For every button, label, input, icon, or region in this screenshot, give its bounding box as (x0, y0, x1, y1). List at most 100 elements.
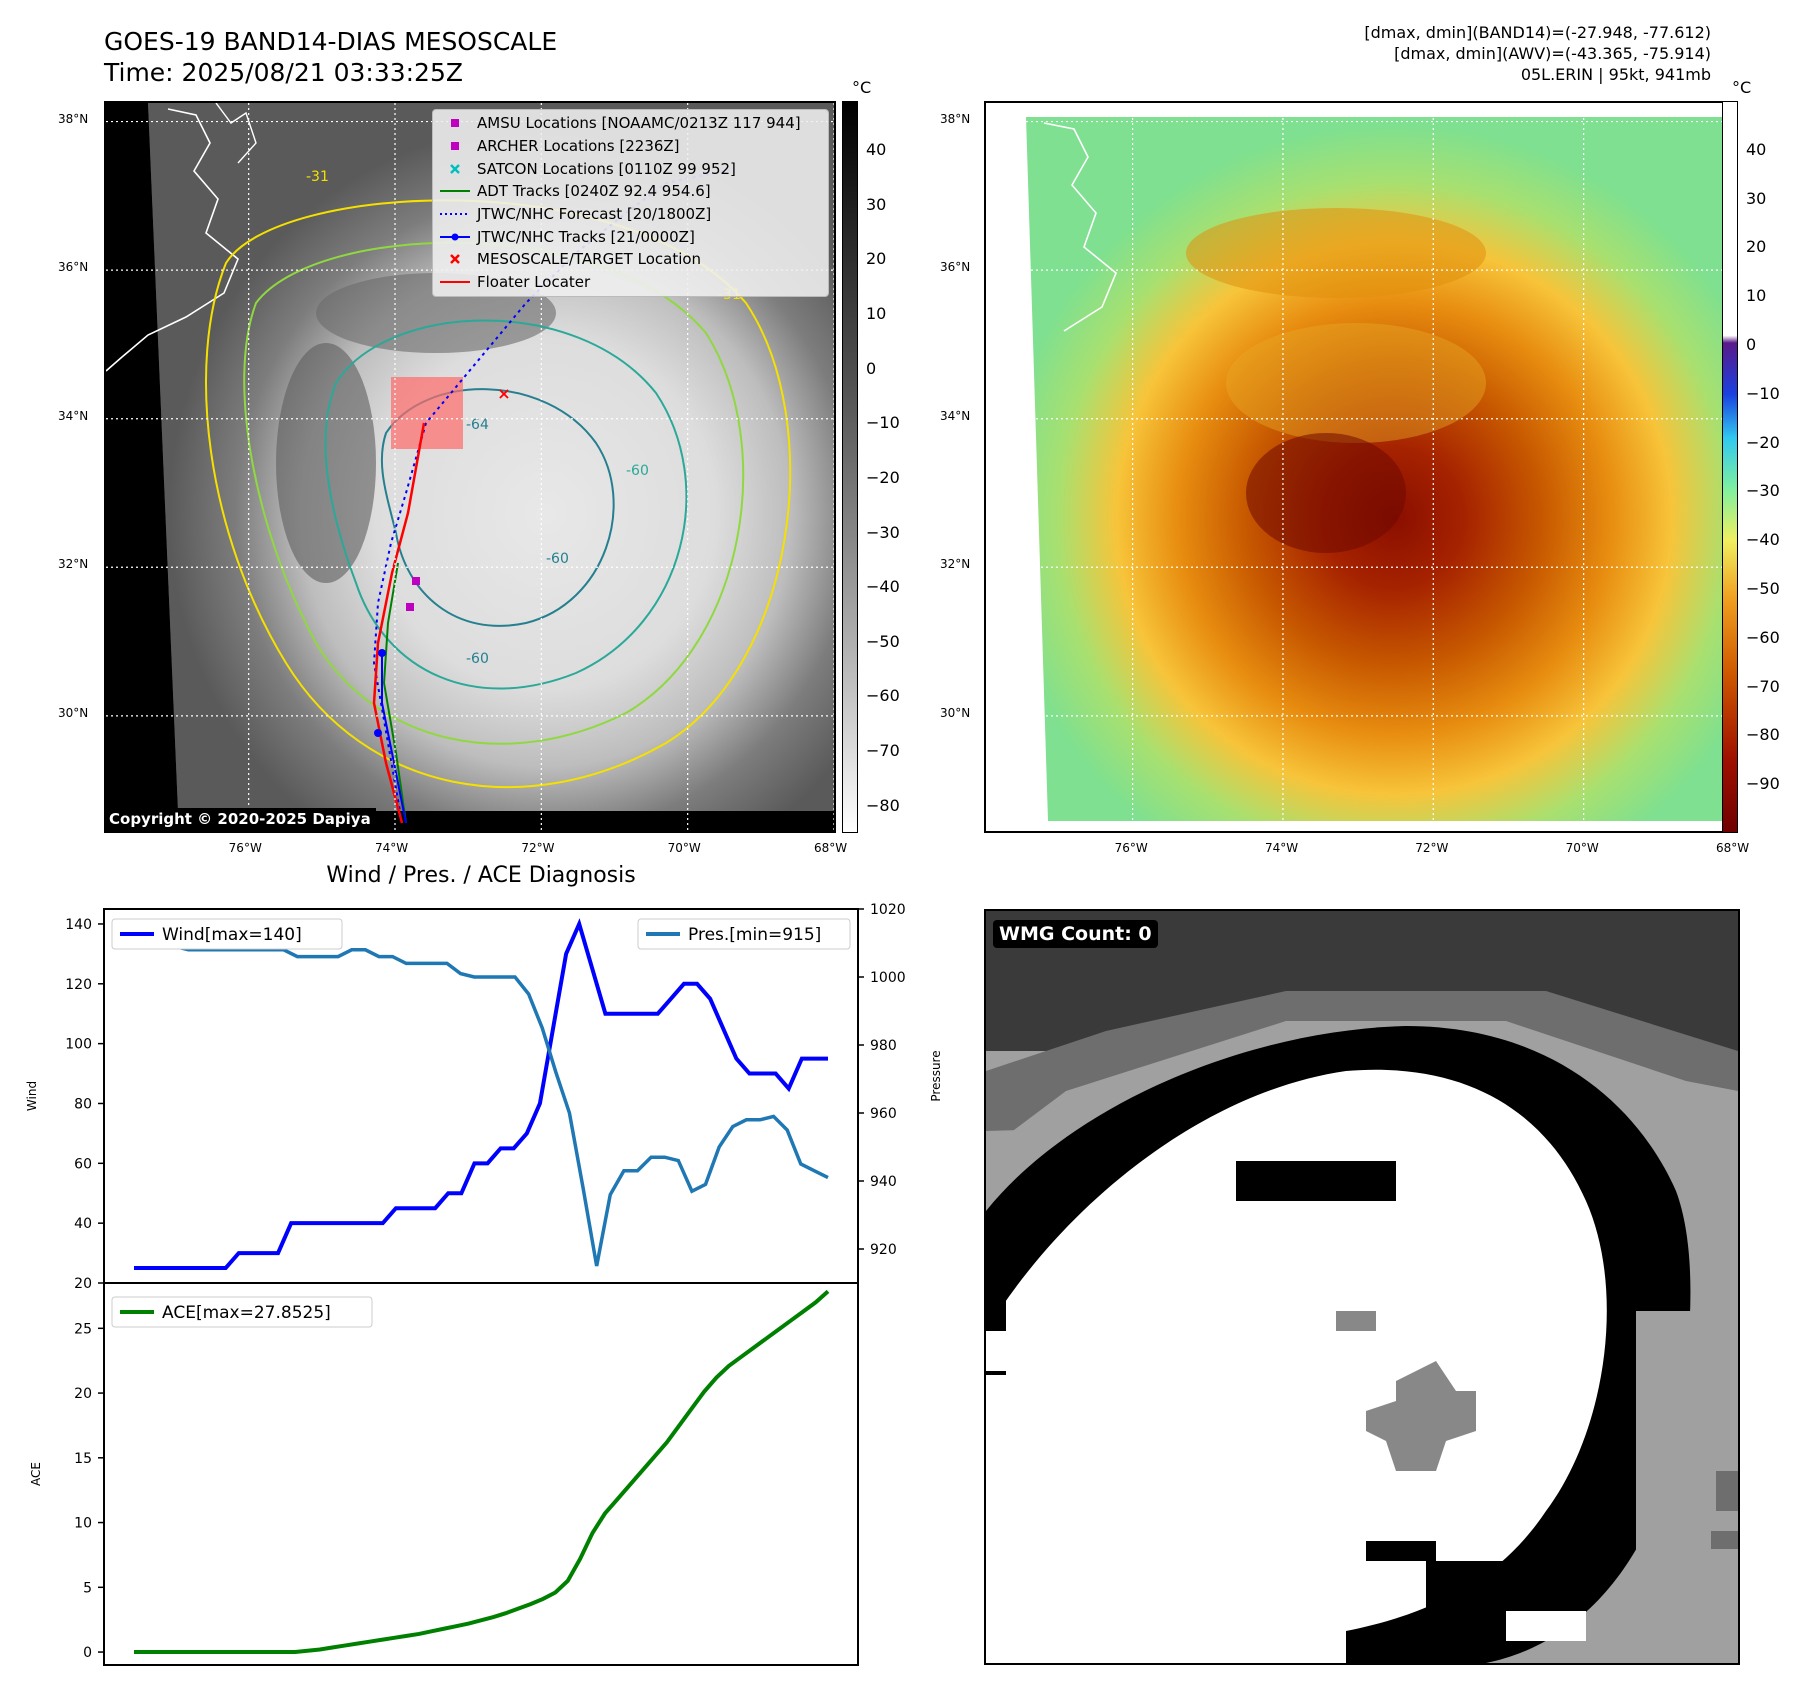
ace-ytick-label: 25 (74, 1321, 92, 1337)
ir-colorbar-tick: −60 (866, 686, 900, 706)
ace-axis-label: ACE (29, 1462, 43, 1486)
legend-label: SATCON Locations [0110Z 99 952] (477, 159, 736, 178)
wind-legend-label: Wind[max=140] (162, 925, 302, 945)
ace-ytick-label: 15 (74, 1451, 92, 1467)
ace-ytick-label: 20 (74, 1386, 92, 1402)
dias-colorbar-unit: °C (1732, 78, 1752, 97)
ace-series-line (134, 1289, 830, 1655)
ir-lon-tick: 70°W (667, 841, 701, 855)
legend-symbol-icon (433, 139, 477, 153)
stats-line-3: 05L.ERIN | 95kt, 941mb (1520, 65, 1711, 84)
wind-ytick-label: 100 (65, 1037, 92, 1053)
contour-label: -64 (466, 417, 489, 433)
map-legend: AMSU Locations [NOAAMC/0213Z 117 944] ARC… (432, 109, 829, 297)
wind-ytick-label: 80 (74, 1096, 92, 1112)
legend-label: JTWC/NHC Tracks [21/0000Z] (477, 227, 695, 246)
dias-colorbar-tick: 0 (1746, 335, 1757, 354)
pressure-ytick-label: 940 (870, 1174, 897, 1190)
dias-map-image (986, 103, 1734, 831)
svg-text:×: × (497, 384, 510, 403)
dias-lon-tick: 68°W (1716, 841, 1750, 855)
dias-colorbar-tick: −90 (1746, 774, 1780, 794)
wmg-panel (984, 909, 1740, 1665)
ir-colorbar-tick: −10 (866, 413, 900, 433)
dias-colorbar-tick: 40 (1746, 139, 1767, 159)
ir-colorbar (842, 101, 858, 833)
dias-lon-tick: 70°W (1565, 841, 1599, 855)
legend-symbol-icon (433, 162, 477, 176)
legend-label: Floater Locater (477, 273, 591, 292)
ir-lat-tick: 30°N (58, 705, 89, 720)
legend-symbol-icon (433, 275, 477, 289)
dias-colorbar-tick: −10 (1746, 383, 1780, 403)
ir-colorbar-tick: 40 (866, 140, 887, 160)
ir-lon-tick: 68°W (814, 841, 848, 855)
ace-ytick-label: 0 (83, 1645, 92, 1661)
ir-lat-tick: 38°N (58, 111, 89, 126)
dias-lat-tick: 32°N (940, 557, 971, 572)
legend-label: MESOSCALE/TARGET Location (477, 250, 702, 269)
dias-colorbar (1722, 101, 1738, 833)
legend-item: SATCON Locations [0110Z 99 952] (433, 157, 828, 180)
pressure-ytick-label: 1020 (870, 902, 906, 918)
ir-colorbar-tick: −50 (866, 631, 900, 651)
dias-lon-tick: 76°W (1114, 841, 1148, 855)
legend-label: AMSU Locations [NOAAMC/0213Z 117 944] (477, 114, 801, 133)
contour-label: -60 (466, 651, 489, 667)
stats-line-1: [dmax, dmin](BAND14)=(-27.948, -77.612) (1364, 23, 1711, 42)
dias-colorbar-tick: 20 (1746, 237, 1767, 257)
pressure-ytick-label: 980 (870, 1038, 897, 1054)
ir-lon-tick: 72°W (521, 841, 555, 855)
copyright-label: Copyright © 2020-2025 Dapiya (104, 808, 376, 830)
ir-colorbar-tick: 0 (866, 358, 877, 378)
dias-colorbar-tick: −50 (1746, 579, 1780, 598)
ace-legend-label: ACE[max=27.8525] (162, 1303, 331, 1323)
title-line-1: GOES-19 BAND14-DIAS MESOSCALE (104, 27, 558, 56)
dias-colorbar-tick: −30 (1746, 481, 1780, 501)
dias-lat-tick: 34°N (940, 408, 971, 423)
wmg-count-badge: WMG Count: 0 (993, 920, 1158, 948)
ir-lon-tick: 76°W (228, 841, 262, 855)
legend-item: JTWC/NHC Tracks [21/0000Z] (433, 225, 828, 248)
legend-item: MESOSCALE/TARGET Location (433, 248, 828, 271)
wind-axis-label: Wind (25, 1081, 39, 1111)
dias-colorbar-tick: −60 (1746, 627, 1780, 647)
ace-chart-frame (103, 1282, 859, 1666)
wind-ytick-label: 120 (65, 977, 92, 993)
dias-colorbar-tick: −20 (1746, 432, 1780, 452)
dias-lon-tick: 72°W (1415, 841, 1449, 855)
legend-item: ARCHER Locations [2236Z] (433, 135, 828, 158)
ir-colorbar-tick: −80 (866, 795, 900, 815)
ir-colorbar-tick: −20 (866, 467, 900, 487)
legend-label: ADT Tracks [0240Z 92.4 954.6] (477, 182, 711, 201)
pressure-ytick-label: 920 (870, 1242, 897, 1258)
ir-lat-tick: 34°N (58, 408, 89, 423)
ir-colorbar-tick: −70 (866, 741, 900, 761)
dias-lon-tick: 74°W (1264, 841, 1299, 855)
dias-lat-tick: 36°N (940, 260, 971, 275)
wmg-image (986, 911, 1738, 1663)
legend-symbol-icon (433, 252, 477, 266)
wind-ytick-label: 140 (65, 917, 92, 933)
diagnosis-title: Wind / Pres. / ACE Diagnosis (326, 863, 636, 888)
contour-label: -31 (306, 169, 329, 185)
wind-ytick-label: 40 (74, 1216, 92, 1232)
dias-colorbar-tick: −70 (1746, 676, 1780, 696)
dias-lat-tick: 30°N (940, 705, 971, 720)
legend-item: AMSU Locations [NOAAMC/0213Z 117 944] (433, 112, 828, 135)
pressure-axis-label: Pressure (929, 1050, 943, 1101)
ir-lon-tick: 74°W (375, 841, 409, 855)
ir-colorbar-tick: 10 (866, 304, 887, 324)
wind-legend (111, 918, 343, 950)
contour-label: -60 (546, 551, 569, 567)
legend-symbol-icon (433, 116, 477, 130)
dias-colorbar-tick: −80 (1746, 725, 1780, 745)
legend-item: JTWC/NHC Forecast [20/1800Z] (433, 203, 828, 226)
ir-colorbar-tick: 30 (866, 194, 887, 214)
legend-item: Floater Locater (433, 271, 828, 294)
figure-title: GOES-19 BAND14-DIAS MESOSCALE Time: 2025… (104, 26, 557, 88)
wind-series-line (134, 918, 828, 1271)
dias-colorbar-tick: 10 (1746, 286, 1767, 306)
stats-block: [dmax, dmin](BAND14)=(-27.948, -77.612) … (1364, 22, 1711, 85)
